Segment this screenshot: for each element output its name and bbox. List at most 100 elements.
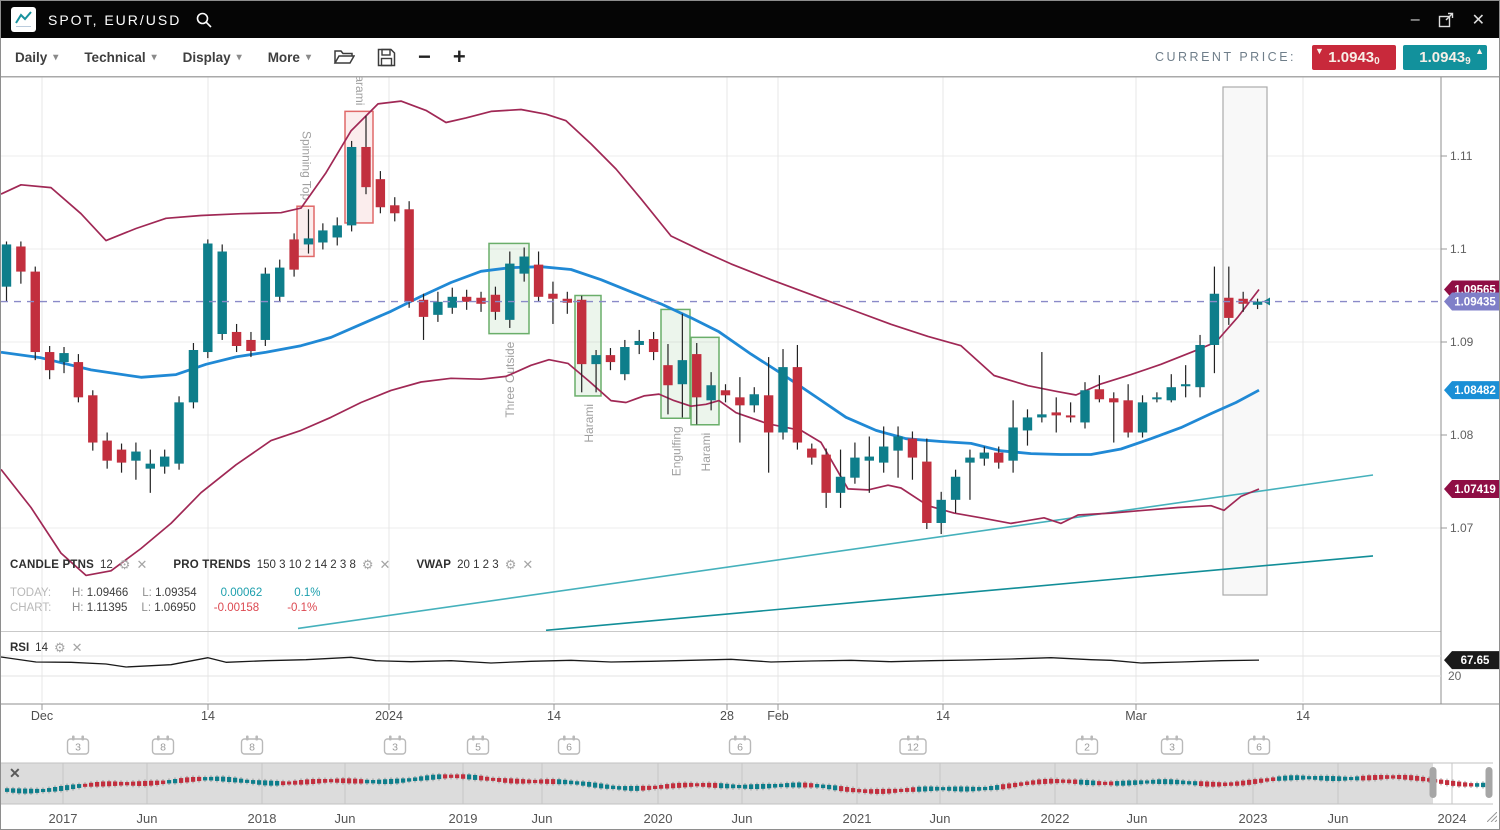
minimize-button[interactable]: – xyxy=(1410,10,1420,28)
y-axis-label: 1.1 xyxy=(1450,242,1467,256)
close-icon[interactable]: ✕ xyxy=(1471,11,1485,29)
bid-price-badge[interactable]: ▼ 1.0943 0 xyxy=(1312,44,1396,70)
arrow-down-icon: ▼ xyxy=(1315,45,1324,56)
navigator-handle[interactable] xyxy=(1429,767,1437,798)
candle xyxy=(461,296,472,302)
bid-sub-digit: 0 xyxy=(1374,55,1380,67)
remove-indicator-icon[interactable]: ✕ xyxy=(522,557,534,572)
x-axis-label: 2024 xyxy=(375,709,403,723)
svg-text:3: 3 xyxy=(1169,742,1175,754)
candle xyxy=(159,456,170,467)
navigator-close-icon[interactable]: ✕ xyxy=(9,765,21,781)
candle xyxy=(1195,344,1205,388)
zoom-in-button[interactable]: + xyxy=(452,44,466,69)
bid-value: 1.0943 xyxy=(1328,48,1375,66)
remove-indicator-icon[interactable]: ✕ xyxy=(379,557,391,572)
search-icon[interactable] xyxy=(195,11,213,29)
pattern-count-badge[interactable]: 6 xyxy=(728,735,752,755)
candle xyxy=(1123,400,1133,433)
navigator-label: 2023 xyxy=(1239,811,1268,826)
gear-icon[interactable]: ⚙ xyxy=(361,557,374,572)
candle xyxy=(289,239,299,270)
menu-more[interactable]: More ▾ xyxy=(268,50,311,65)
candle xyxy=(533,264,544,297)
low-label: L: xyxy=(141,602,152,614)
menu-label: Technical xyxy=(84,49,146,65)
rsi-value-tag: 67.65 xyxy=(1444,651,1499,670)
indicator-rsi: RSI 14 ⚙ ✕ xyxy=(10,641,83,654)
svg-text:8: 8 xyxy=(249,742,255,754)
candle xyxy=(433,301,443,315)
candle xyxy=(418,299,429,317)
navigator-label: 2024 xyxy=(1438,811,1467,826)
toolbar: Daily ▾ Technical ▾ Display ▾ More ▾ xyxy=(1,38,1499,77)
pattern-count-badge[interactable]: 8 xyxy=(151,735,175,755)
pattern-label: Spinning Top xyxy=(300,131,314,200)
pattern-label: Engulfing xyxy=(670,426,684,476)
indicator-name: CANDLE PTNS xyxy=(10,558,94,571)
remove-indicator-icon[interactable]: ✕ xyxy=(71,640,83,655)
save-icon[interactable] xyxy=(377,48,396,67)
gear-icon[interactable]: ⚙ xyxy=(53,640,66,655)
gear-icon[interactable]: ⚙ xyxy=(118,557,131,572)
gear-icon[interactable]: ⚙ xyxy=(504,557,517,572)
pattern-count-badge[interactable]: 5 xyxy=(466,735,490,755)
current-bar-highlight xyxy=(1222,86,1268,596)
candle xyxy=(807,448,817,458)
menu-label: More xyxy=(267,49,300,65)
candles xyxy=(1,115,1263,535)
candle xyxy=(1224,297,1234,318)
popout-button[interactable] xyxy=(1438,10,1454,30)
y-axis-label: 1.09 xyxy=(1450,335,1474,349)
candle xyxy=(1166,387,1176,401)
candle xyxy=(562,298,573,303)
candle xyxy=(1238,298,1248,304)
pattern-count-badge[interactable]: 2 xyxy=(1075,735,1099,755)
open-folder-icon[interactable] xyxy=(333,48,355,66)
candle xyxy=(188,349,199,403)
remove-indicator-icon[interactable]: ✕ xyxy=(136,557,148,572)
current-price-label: CURRENT PRICE: xyxy=(1154,50,1296,64)
pattern-count-badge[interactable]: 6 xyxy=(1247,735,1271,755)
today-stats: TODAY: H: 1.09466 L: 1.09354 0.00062 0.1… xyxy=(10,587,320,599)
svg-text:2: 2 xyxy=(1084,742,1090,754)
pattern-count-badge[interactable]: 3 xyxy=(1160,735,1184,755)
pattern-count-badge[interactable]: 6 xyxy=(557,735,581,755)
navigator-label: Jun xyxy=(1328,811,1349,826)
candle xyxy=(950,476,961,500)
candle xyxy=(1008,427,1018,461)
candle xyxy=(979,452,990,459)
high-value: 1.11395 xyxy=(86,602,128,614)
high-value: 1.09466 xyxy=(86,587,129,599)
x-axis-label: 14 xyxy=(547,709,561,723)
svg-text:5: 5 xyxy=(475,742,481,754)
menu-label: Daily xyxy=(15,49,48,65)
zoom-out-button[interactable]: − xyxy=(417,44,431,69)
pattern-label: Harami xyxy=(353,67,367,106)
ask-price-badge[interactable]: 1.0943 9 ▲ xyxy=(1403,44,1487,70)
candle xyxy=(893,436,903,451)
menu-display[interactable]: Display ▾ xyxy=(183,50,242,65)
navigator-handle[interactable] xyxy=(1485,767,1493,798)
x-axis-label: 28 xyxy=(720,709,734,723)
menu-technical[interactable]: Technical ▾ xyxy=(84,50,156,65)
pattern-count-badge[interactable]: 3 xyxy=(383,735,407,755)
candle xyxy=(1252,301,1263,305)
candle xyxy=(318,230,328,243)
candle xyxy=(878,446,889,463)
svg-text:6: 6 xyxy=(566,742,572,754)
pattern-count-badge[interactable]: 12 xyxy=(899,735,927,755)
low-value: 1.06950 xyxy=(154,602,196,614)
pattern-count-badge[interactable]: 8 xyxy=(240,735,264,755)
menu-timeframe[interactable]: Daily ▾ xyxy=(15,50,58,65)
candle xyxy=(332,225,342,238)
candle xyxy=(634,340,644,345)
indicator-name: PRO TRENDS xyxy=(173,558,251,571)
svg-text:3: 3 xyxy=(392,742,398,754)
resize-grip[interactable] xyxy=(1486,809,1498,827)
x-axis-label: Dec xyxy=(31,709,53,723)
candle xyxy=(1152,397,1162,400)
candle xyxy=(519,256,529,274)
pattern-count-badge[interactable]: 3 xyxy=(66,735,90,755)
